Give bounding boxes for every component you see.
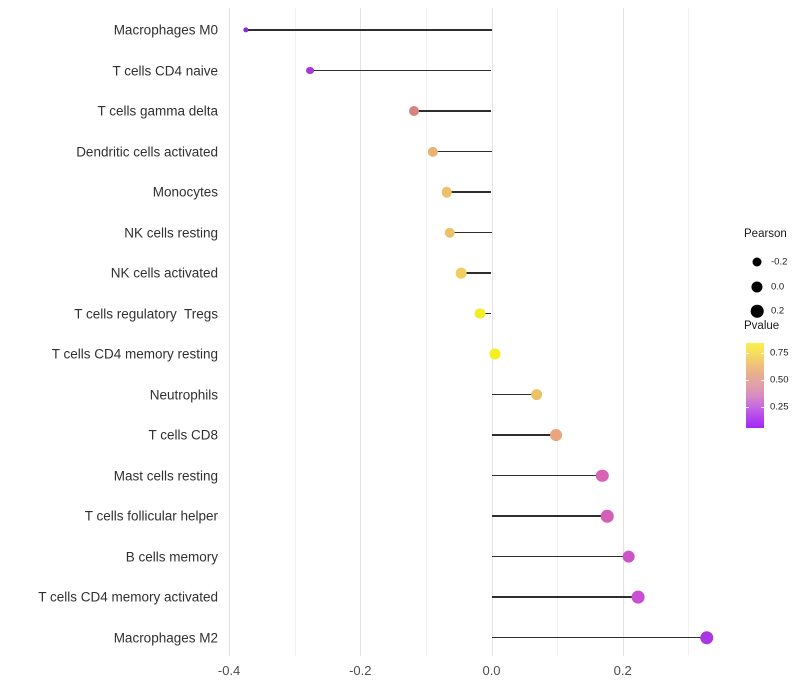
legend-size-dot: [750, 304, 764, 318]
lollipop-stem: [245, 29, 492, 31]
legend-size-title: Pearson: [744, 228, 787, 240]
colorbar-tick-mark: [746, 407, 749, 408]
category-label: Monocytes: [152, 184, 218, 200]
colorbar-tick-mark: [761, 353, 764, 355]
legend-size-dot: [751, 281, 763, 293]
lollipop-stem: [480, 312, 492, 315]
lollipop-stem: [461, 272, 492, 274]
lollipop-stem: [491, 636, 707, 639]
legend: Pearson -0.2 0.0 0.2 Pvalue 0.75 0.50 0.25: [744, 228, 800, 438]
gridline-minor: [688, 8, 690, 656]
colorbar-tick-label: 0.25: [770, 401, 789, 413]
data-point: [455, 267, 467, 279]
lollipop-stem: [491, 515, 607, 517]
data-point: [631, 590, 645, 604]
category-label: Neutrophils: [149, 387, 218, 402]
lollipop-stem: [491, 393, 537, 396]
category-label: T cells regulatory Tregs: [74, 306, 218, 321]
category-label: NK cells resting: [124, 225, 218, 240]
category-label: NK cells activated: [110, 265, 218, 281]
x-tick-label: 0.0: [482, 663, 501, 678]
x-tick-label: -0.2: [349, 663, 372, 678]
colorbar-tick-mark: [746, 353, 749, 355]
category-label: T cells follicular helper: [84, 508, 218, 524]
data-point: [489, 348, 501, 360]
category-label: Macrophages M0: [113, 22, 218, 38]
category-label: Dendritic cells activated: [76, 144, 218, 159]
gridline-major: [229, 8, 231, 656]
lollipop-stem: [491, 596, 638, 598]
data-point: [427, 146, 438, 157]
data-point: [242, 27, 249, 33]
data-point: [596, 469, 609, 482]
legend-size-label: 0.2: [771, 305, 785, 317]
gridline-major: [622, 8, 624, 656]
gridline-major: [491, 8, 493, 656]
legend-size-dot: [752, 257, 762, 267]
x-tick-label: 0.2: [613, 663, 632, 678]
category-label: T cells CD4 memory activated: [38, 589, 218, 605]
lollipop-stem: [491, 434, 557, 436]
data-point: [305, 66, 314, 75]
data-point: [409, 106, 420, 116]
data-point: [699, 630, 714, 645]
category-label: Mast cells resting: [113, 468, 218, 483]
colorbar-tick-label: 0.50: [770, 374, 789, 386]
colorbar-tick-mark: [761, 380, 764, 382]
gridline-minor: [557, 8, 559, 656]
category-label: T cells gamma delta: [97, 103, 218, 119]
data-point: [530, 388, 543, 401]
category-label: Macrophages M2: [113, 630, 218, 645]
data-point: [441, 186, 453, 198]
data-point: [600, 509, 614, 523]
pvalue-colorbar: [746, 343, 764, 428]
plot-panel: [222, 8, 733, 656]
lollipop-stem: [414, 110, 492, 112]
legend-color-title: Pvalue: [744, 320, 780, 332]
x-tick-label: -0.4: [217, 663, 241, 678]
data-point: [622, 550, 635, 563]
lollipop-stem: [491, 474, 603, 477]
gridline-minor: [425, 8, 427, 656]
gridline-major: [360, 8, 362, 656]
category-label: T cells CD4 naive: [112, 63, 218, 78]
lollipop-stem: [449, 231, 492, 234]
gridline-minor: [294, 8, 296, 656]
data-point: [550, 429, 563, 441]
legend-size-label: 0.0: [771, 281, 785, 293]
category-label: B cells memory: [125, 549, 218, 564]
lollipop-stem: [446, 191, 492, 193]
data-point: [444, 227, 455, 238]
lollipop-stem: [309, 69, 492, 72]
category-label: T cells CD4 memory resting: [51, 346, 218, 362]
legend-size-label: -0.2: [771, 256, 788, 268]
colorbar-tick-mark: [761, 407, 764, 408]
lollipop-stem: [432, 150, 492, 153]
category-label: T cells CD8: [148, 427, 218, 443]
colorbar-tick-mark: [746, 380, 749, 382]
data-point: [474, 308, 486, 319]
lollipop-stem: [491, 555, 629, 558]
colorbar-tick-label: 0.75: [770, 347, 789, 359]
